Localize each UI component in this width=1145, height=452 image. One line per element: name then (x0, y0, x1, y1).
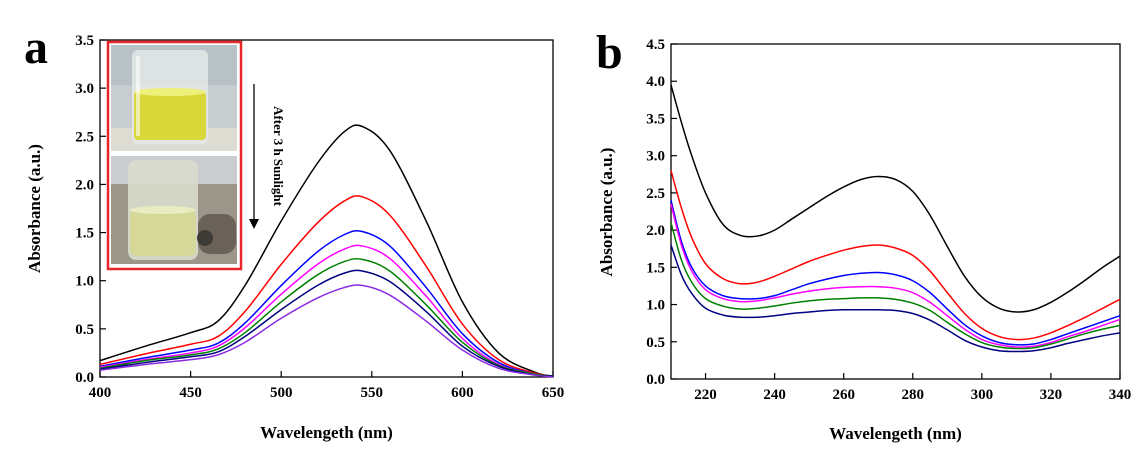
y-tick-label-a-6: 3.0 (75, 81, 94, 97)
inset-photo-panel: After 3 h Sunlight (106, 40, 286, 271)
x-tick-label-b-0: 220 (694, 387, 717, 403)
y-tick-label-b-7: 3.5 (646, 111, 665, 127)
series-line-a-5 (99, 258, 554, 377)
x-tick-label-b-5: 320 (1040, 387, 1063, 403)
chart-panel-a: 400 450 500 550 600 650 0.0 0.5 1.0 1.5 2.0 2.5 3.0 3… (25, 33, 564, 442)
y-tick-label-a-0: 0.0 (75, 370, 94, 386)
x-tick-label-b-6: 340 (1109, 387, 1132, 403)
plot-frame-b (670, 43, 1121, 380)
series-line-a-7 (99, 284, 554, 378)
x-tick-label-a-5: 650 (542, 385, 565, 401)
y-tick-label-a-3: 1.5 (75, 226, 94, 242)
x-tick-label-b-1: 240 (763, 387, 786, 403)
y-tick-label-b-1: 0.5 (646, 335, 665, 351)
y-tick-label-b-3: 1.5 (646, 260, 665, 276)
series-line-b-4 (670, 203, 1121, 348)
y-tick-label-b-5: 2.5 (646, 186, 665, 202)
x-tick-label-a-1: 450 (179, 385, 202, 401)
y-tick-label-a-2: 1.0 (75, 274, 94, 290)
series-line-b-3 (670, 200, 1121, 346)
x-tick-label-a-4: 600 (451, 385, 474, 401)
y-tick-label-b-9: 4.5 (646, 37, 665, 53)
panel-letter-a: a (24, 21, 48, 74)
y-tick-label-a-7: 3.5 (75, 33, 94, 49)
chart-panel-b: 220 240 260 280 300 320 340 0.0 0.5 1.0 1.5 2.0 2.5 3… (597, 37, 1131, 443)
x-tick-label-b-4: 300 (971, 387, 994, 403)
x-tick-label-a-0: 400 (89, 385, 112, 401)
y-tick-label-b-2: 1.0 (646, 298, 665, 314)
axes-b: 220 240 260 280 300 320 340 0.0 0.5 1.0 1.5 2.0 2.5 3… (646, 37, 1131, 403)
series-line-a-3 (99, 230, 554, 377)
y-tick-label-a-1: 0.5 (75, 322, 94, 338)
x-tick-label-a-3: 550 (361, 385, 384, 401)
series-group-b (670, 84, 1121, 353)
series-line-b-1 (670, 84, 1121, 313)
y-tick-label-a-5: 2.5 (75, 129, 94, 145)
y-axis-label-b: Absorbance (a.u.) (597, 148, 616, 277)
series-line-a-6 (99, 269, 554, 377)
series-line-a-4 (99, 244, 554, 377)
y-tick-label-b-4: 2.0 (646, 223, 665, 239)
series-line-a-2 (99, 195, 554, 377)
x-tick-label-b-2: 260 (832, 387, 855, 403)
series-group-a (99, 124, 554, 378)
series-line-b-2 (670, 170, 1121, 341)
y-tick-label-b-0: 0.0 (646, 372, 665, 388)
panel-letter-b: b (596, 26, 623, 79)
inset-annotation: After 3 h Sunlight (271, 106, 286, 206)
photo-after-icon (111, 156, 237, 264)
axes-a: 400 450 500 550 600 650 0.0 0.5 1.0 1.5 2.0 2.5 3.0 3… (75, 33, 564, 401)
x-axis-label-a: Wavelengeth (nm) (260, 423, 393, 442)
y-axis-label-a: Absorbance (a.u.) (25, 144, 44, 273)
arrowhead-icon (249, 219, 259, 229)
series-line-b-5 (670, 222, 1121, 350)
plot-frame-a (99, 39, 554, 378)
y-tick-label-b-6: 3.0 (646, 149, 665, 165)
x-axis-label-b: Wavelengeth (nm) (829, 424, 962, 443)
x-tick-label-a-2: 500 (270, 385, 293, 401)
y-tick-label-b-8: 4.0 (646, 74, 665, 90)
series-line-a-1 (99, 124, 554, 377)
x-tick-label-b-3: 280 (902, 387, 925, 403)
y-tick-label-a-4: 2.0 (75, 177, 94, 193)
series-line-b-6 (670, 244, 1121, 353)
photo-before-icon (111, 45, 237, 151)
